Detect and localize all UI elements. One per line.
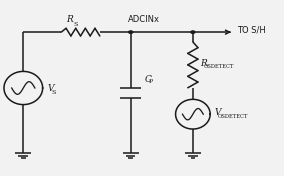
Text: OSDETECT: OSDETECT [204,64,234,70]
Text: V: V [214,108,221,117]
Text: P: P [149,79,153,84]
Text: ADCINx: ADCINx [128,15,160,24]
Text: S: S [74,21,78,27]
Circle shape [191,31,195,33]
Text: R: R [200,59,207,68]
Text: S: S [52,90,56,95]
Text: R: R [66,15,73,24]
Text: V: V [47,83,54,93]
Circle shape [129,31,133,33]
Text: TO S/H: TO S/H [237,26,266,35]
Text: C: C [144,75,151,84]
Text: OSDETECT: OSDETECT [218,114,248,119]
